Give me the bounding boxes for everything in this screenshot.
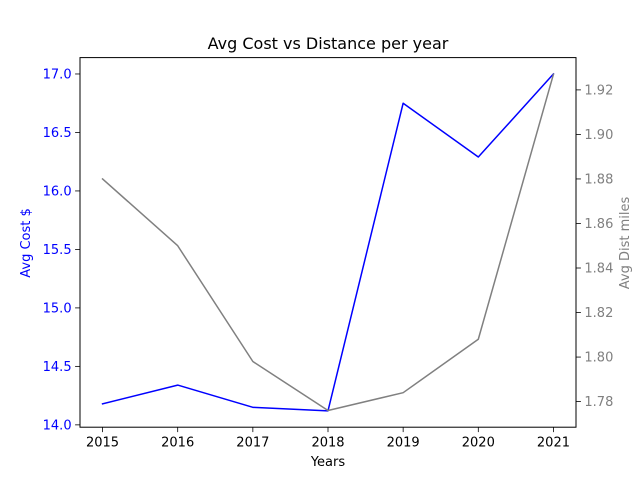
x-tick-label: 2016 — [161, 436, 194, 451]
y-left-tick-label: 16.5 — [43, 126, 72, 141]
y-left-tick-label: 14.0 — [43, 418, 72, 433]
x-tick-label: 2018 — [311, 436, 344, 451]
y-axis-left-label: Avg Cost $ — [19, 208, 34, 278]
avg-dist-line — [101, 73, 555, 412]
x-tick-label: 2020 — [462, 436, 495, 451]
y-left-tick-label: 15.5 — [43, 243, 72, 258]
y-right-tick-label: 1.84 — [584, 262, 613, 277]
series-layer — [101, 72, 555, 412]
y-left-tick-label: 15.0 — [43, 301, 72, 316]
x-tick-label: 2019 — [387, 436, 420, 451]
y-left-tick-label: 17.0 — [43, 68, 72, 83]
y-left-tick-label: 16.0 — [43, 185, 72, 200]
y-right-tick-label: 1.92 — [584, 83, 613, 98]
x-axis: 2015 2016 2017 2018 2019 2020 2021 — [86, 427, 570, 451]
y-axis-right-label: Avg Dist miles — [618, 197, 633, 290]
y-right-tick-label: 1.86 — [584, 217, 613, 232]
y-right-tick-label: 1.80 — [584, 351, 613, 366]
chart-title: Avg Cost vs Distance per year — [208, 34, 449, 53]
y-right-tick-label: 1.88 — [584, 173, 613, 188]
x-tick-label: 2017 — [236, 436, 269, 451]
x-tick-label: 2021 — [537, 436, 570, 451]
y-right-tick-label: 1.78 — [584, 395, 613, 410]
y-right-tick-label: 1.82 — [584, 306, 613, 321]
y-axis-left: 14.0 14.5 15.0 15.5 16.0 16.5 17.0 — [43, 68, 80, 433]
y-axis-right: 1.78 1.80 1.82 1.84 1.86 1.88 1.90 1.92 — [576, 83, 613, 410]
y-right-tick-label: 1.90 — [584, 128, 613, 143]
x-axis-label: Years — [310, 455, 346, 470]
y-left-tick-label: 14.5 — [43, 360, 72, 375]
x-tick-label: 2015 — [86, 436, 119, 451]
